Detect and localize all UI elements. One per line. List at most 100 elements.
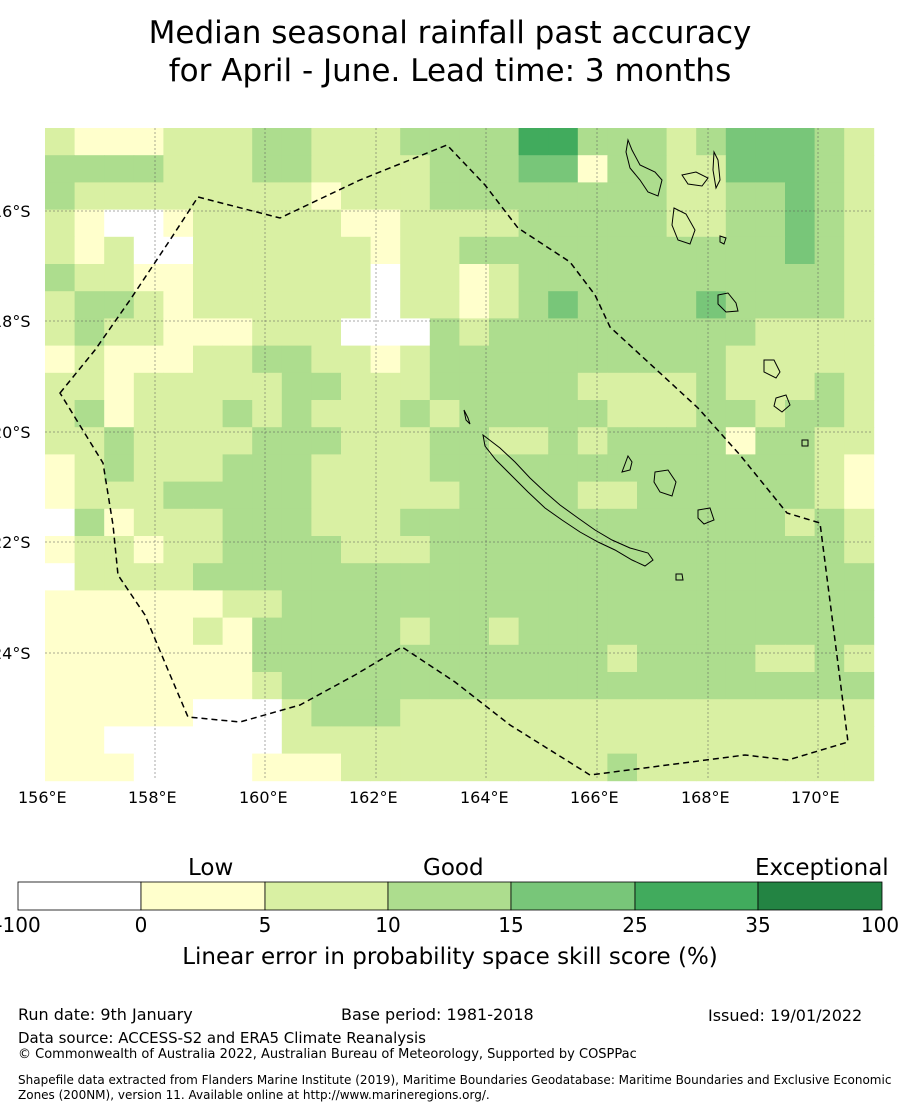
skill-cell	[607, 182, 638, 210]
skill-cell	[74, 699, 105, 727]
skill-cell	[45, 536, 75, 564]
skill-cell	[74, 563, 105, 591]
skill-cell	[252, 400, 283, 428]
skill-cell	[104, 644, 135, 673]
skill-cell	[666, 182, 697, 210]
skill-cell	[45, 345, 75, 374]
lat-tick-20: 20°S	[0, 423, 31, 442]
skill-cell	[548, 182, 579, 210]
skill-cell	[252, 345, 283, 374]
skill-cell	[45, 209, 75, 238]
skill-cell	[222, 182, 253, 210]
skill-cell	[370, 644, 401, 673]
skill-cell	[696, 155, 727, 183]
matthew-island	[801, 439, 809, 447]
skill-cell	[429, 372, 460, 401]
skill-cell	[163, 753, 194, 782]
skill-cell	[252, 236, 283, 265]
skill-cell	[252, 427, 283, 455]
skill-cell	[755, 617, 786, 646]
skill-cell	[666, 644, 697, 673]
skill-cell	[45, 563, 75, 591]
skill-cell	[459, 617, 490, 646]
skill-cell	[489, 128, 519, 156]
skill-cell	[370, 372, 401, 401]
skill-cell	[400, 372, 431, 401]
skill-cell	[104, 753, 135, 782]
skill-cell	[133, 672, 164, 700]
skill-cell	[607, 699, 638, 727]
skill-cell	[548, 617, 579, 646]
eez-boundary	[59, 144, 849, 776]
skill-cell	[104, 236, 135, 265]
skill-cell	[489, 264, 519, 292]
skill-cell	[222, 345, 253, 374]
skill-cell	[429, 590, 460, 618]
skill-cell	[785, 644, 815, 673]
skill-cell	[725, 563, 756, 591]
skill-cell	[844, 236, 875, 265]
base-period: Base period: 1981-2018	[341, 1005, 534, 1024]
map-title-line-1: Median seasonal rainfall past accuracy	[148, 15, 752, 51]
skill-cell	[429, 536, 460, 564]
skill-cell	[370, 209, 401, 238]
skill-cell	[341, 644, 371, 673]
skill-cell	[725, 427, 756, 455]
skill-cell	[400, 590, 431, 618]
skill-cell	[341, 726, 371, 754]
skill-cell	[311, 726, 342, 754]
skill-cell	[844, 672, 875, 700]
skill-cell	[518, 590, 549, 618]
skill-cell	[459, 182, 490, 210]
skill-cell	[45, 264, 75, 292]
skill-cell	[844, 264, 875, 292]
skill-cell	[518, 508, 549, 537]
skill-cell	[844, 182, 875, 210]
skill-cell	[696, 345, 727, 374]
skill-cell	[133, 209, 164, 238]
skill-cell	[133, 508, 164, 537]
skill-cell	[844, 617, 875, 646]
skill-cell	[133, 590, 164, 618]
skill-cell	[577, 345, 608, 374]
skill-cell	[577, 236, 608, 265]
skill-cell	[577, 726, 608, 754]
belep-islet	[463, 409, 471, 425]
skill-cell	[341, 508, 371, 537]
skill-cell	[666, 454, 697, 482]
skill-cell	[666, 590, 697, 618]
copyright-notice: © Commonwealth of Australia 2022, Austra…	[18, 1047, 637, 1062]
skill-cell	[104, 372, 135, 401]
skill-cell	[281, 563, 312, 591]
skill-cell	[459, 291, 490, 319]
skill-cell	[133, 345, 164, 374]
skill-cell	[429, 753, 460, 782]
skill-cell	[814, 291, 845, 319]
colorbar-tick: 100	[860, 913, 900, 937]
skill-cell	[341, 617, 371, 646]
skill-cell	[518, 209, 549, 238]
skill-cell	[814, 236, 845, 265]
skill-cell	[814, 454, 845, 482]
skill-cell	[844, 590, 875, 618]
colorbar-segment	[387, 881, 512, 911]
skill-cell	[281, 128, 312, 156]
skill-cell	[725, 590, 756, 618]
skill-cell	[785, 672, 815, 700]
skill-cell	[341, 182, 371, 210]
skill-cell	[163, 590, 194, 618]
efate-island	[717, 292, 739, 313]
skill-cell	[696, 264, 727, 292]
skill-cell	[311, 563, 342, 591]
skill-cell	[74, 536, 105, 564]
skill-cell	[341, 128, 371, 156]
skill-cell	[489, 236, 519, 265]
skill-cell	[45, 155, 75, 183]
skill-cell	[222, 128, 253, 156]
skill-cell	[607, 644, 638, 673]
skill-cell	[518, 699, 549, 727]
skill-cell	[548, 481, 579, 510]
skill-cell	[637, 345, 667, 374]
skill-cell	[489, 155, 519, 183]
skill-cell	[429, 563, 460, 591]
